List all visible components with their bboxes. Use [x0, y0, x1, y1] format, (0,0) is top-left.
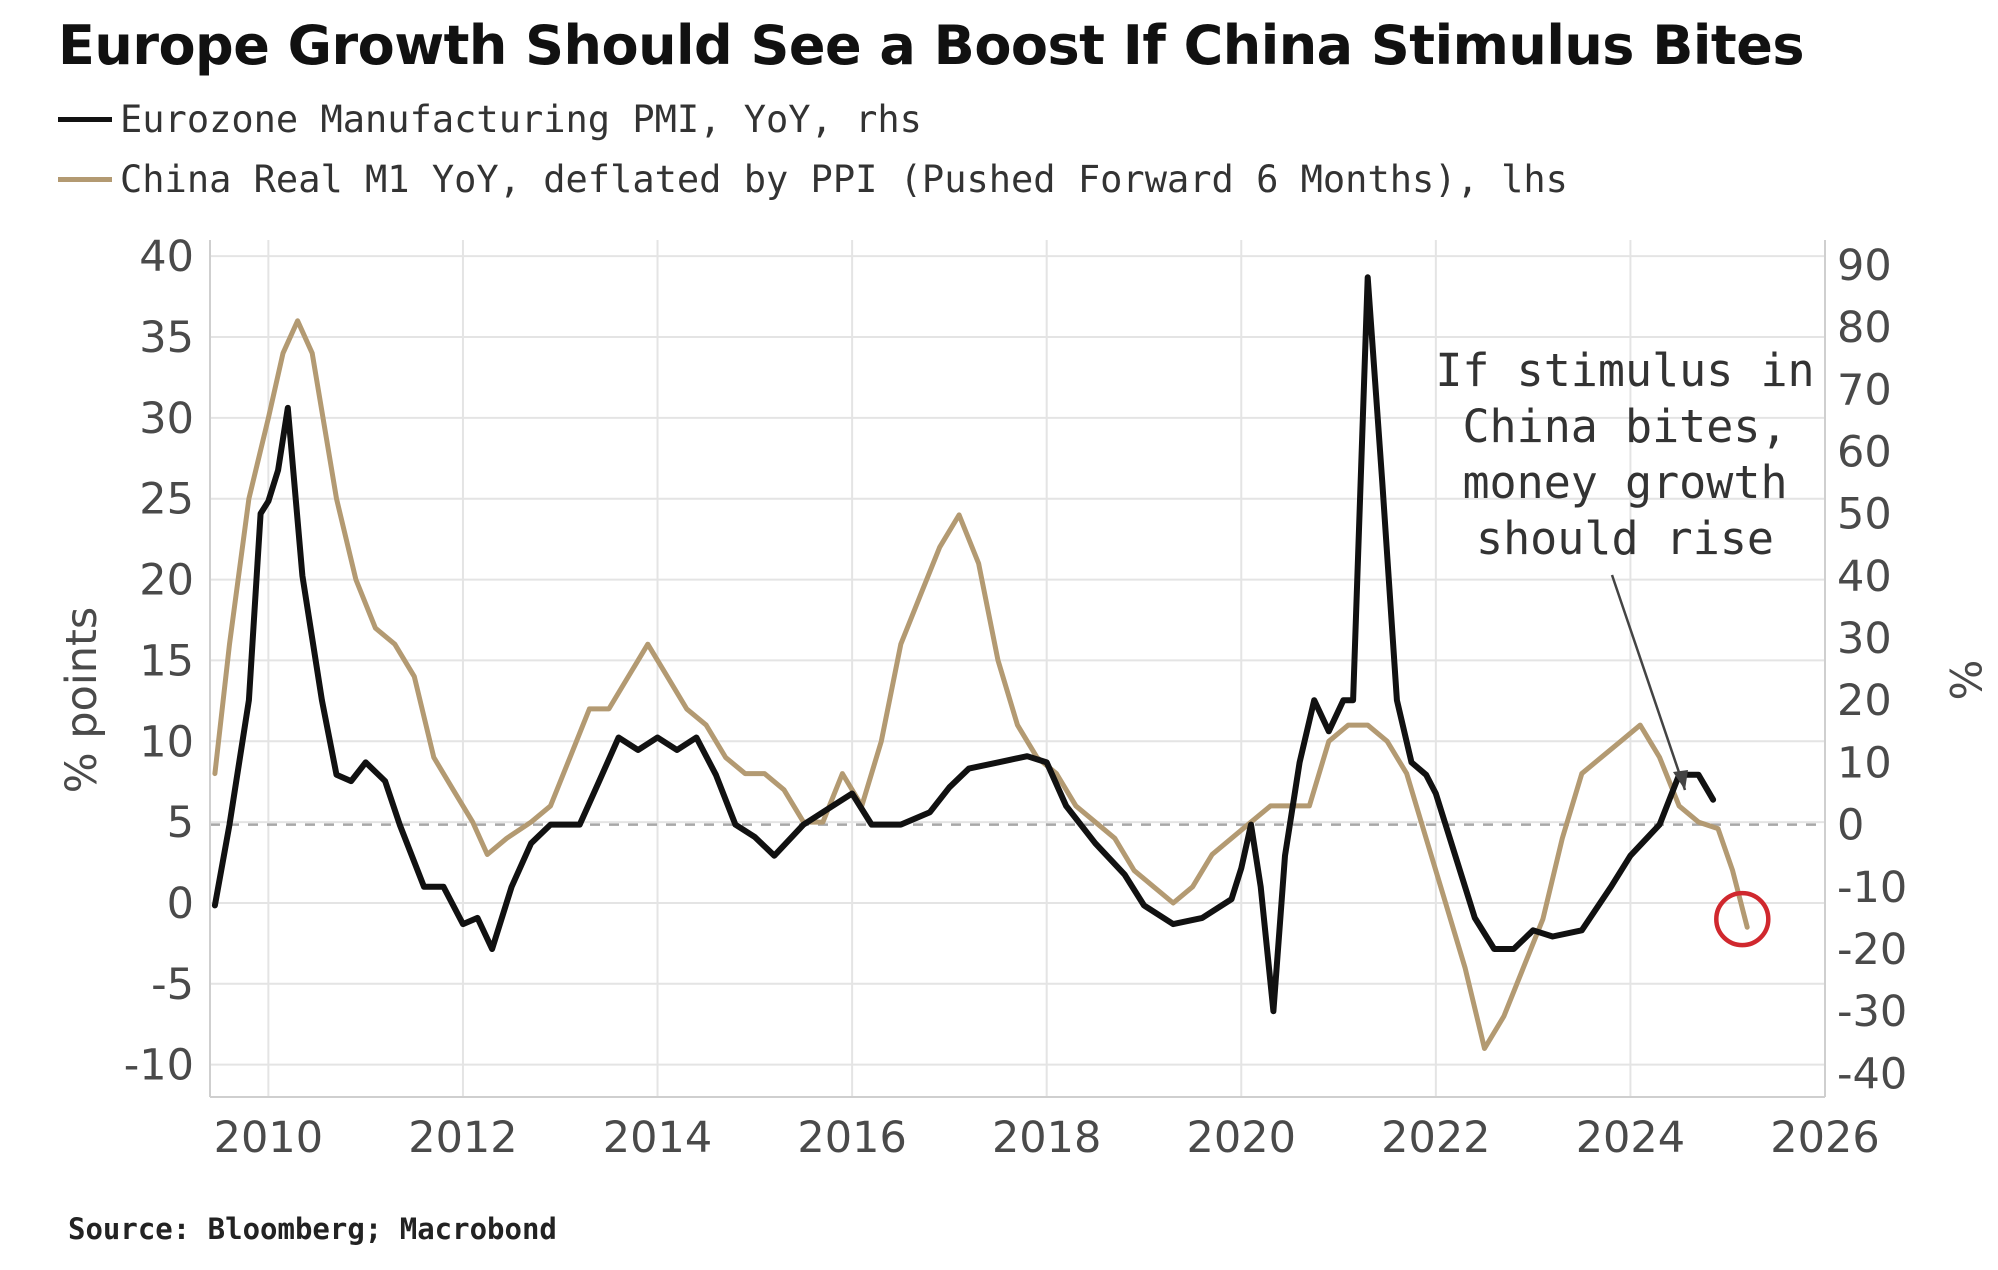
legend-item-china-m1: China Real M1 YoY, deflated by PPI (Push…: [58, 158, 1568, 201]
right-tick-label: 80: [1837, 303, 1892, 353]
x-tick-label: 2018: [992, 1113, 1101, 1163]
left-tick-label: 20: [139, 556, 194, 606]
left-tick-label: 0: [167, 879, 194, 929]
gridlines: [210, 240, 1825, 1097]
right-tick-label: 40: [1837, 552, 1892, 602]
axes: -10 -5 0 5 10 15 20 25 30 35 40 -40 -30 -20 -10 0 10 20 30…: [124, 232, 1907, 1163]
right-tick-label: -40: [1837, 1049, 1907, 1099]
annotation-arrowhead: [1673, 770, 1688, 790]
right-tick-label: 60: [1837, 427, 1892, 477]
x-tick-label: 2020: [1187, 1113, 1296, 1163]
x-tick-label: 2016: [797, 1113, 906, 1163]
annotation-line-1: If stimulus in: [1435, 344, 1814, 397]
right-tick-label: 0: [1837, 801, 1864, 851]
left-tick-label: -10: [124, 1041, 194, 1091]
annotation: If stimulus in China bites, money growth…: [1435, 344, 1815, 948]
right-tick-label: -30: [1837, 987, 1907, 1037]
left-tick-label: 30: [139, 394, 194, 444]
chart-title: Europe Growth Should See a Boost If Chin…: [58, 14, 1804, 77]
legend-label-china-m1: China Real M1 YoY, deflated by PPI (Push…: [120, 158, 1568, 201]
left-tick-label: -5: [151, 960, 194, 1010]
annotation-arrow: [1610, 574, 1687, 791]
right-tick-label: 70: [1837, 365, 1892, 415]
series-line-china-m1: [212, 318, 1750, 1051]
left-tick-label: 40: [139, 232, 194, 282]
legend-swatch-gold: [58, 177, 112, 182]
series-line-eurozone-pmi: [211, 274, 1717, 1015]
source-note: Source: Bloomberg; Macrobond: [68, 1212, 557, 1246]
left-tick-label: 10: [139, 717, 194, 767]
annotation-line-2: China bites,: [1462, 400, 1787, 453]
x-tick-label: 2026: [1770, 1113, 1879, 1163]
x-tick-label: 2014: [603, 1113, 712, 1163]
right-tick-label: 20: [1837, 676, 1892, 726]
right-tick-label: 10: [1837, 738, 1892, 788]
series-lines: [211, 274, 1750, 1051]
right-tick-label: -10: [1837, 863, 1907, 913]
x-tick-label: 2024: [1576, 1113, 1685, 1163]
legend-item-eurozone-pmi: Eurozone Manufacturing PMI, YoY, rhs: [58, 98, 922, 141]
right-tick-label: -20: [1837, 925, 1907, 975]
x-tick-label: 2012: [408, 1113, 517, 1163]
right-tick-label: 50: [1837, 490, 1892, 540]
highlight-circle: [1714, 890, 1771, 948]
left-tick-label: 15: [139, 636, 194, 686]
x-tick-label: 2010: [214, 1113, 323, 1163]
right-tick-label: 90: [1837, 241, 1892, 291]
left-tick-label: 35: [139, 313, 194, 363]
legend-swatch-black: [58, 117, 112, 122]
annotation-line-4: should rise: [1476, 512, 1774, 565]
left-tick-label: 25: [139, 475, 194, 525]
legend-label-eurozone-pmi: Eurozone Manufacturing PMI, YoY, rhs: [120, 98, 922, 141]
annotation-line-3: money growth: [1462, 456, 1787, 509]
right-axis-label: %: [1939, 660, 1989, 701]
left-axis-label: % points: [57, 607, 107, 794]
left-tick-label: 5: [167, 798, 194, 848]
right-tick-label: 30: [1837, 614, 1892, 664]
x-tick-label: 2022: [1381, 1113, 1490, 1163]
